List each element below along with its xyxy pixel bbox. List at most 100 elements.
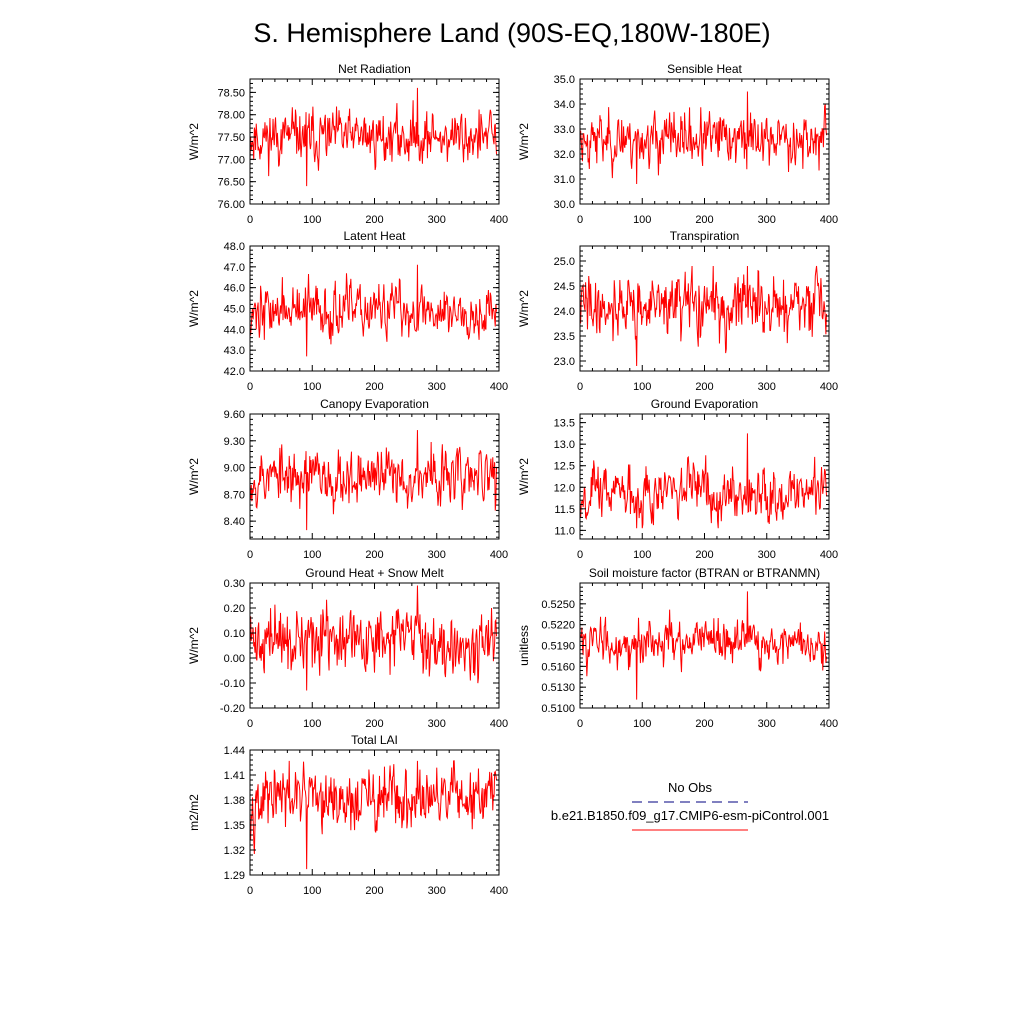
x-tick-label: 400 (820, 214, 838, 226)
figure-title: S. Hemisphere Land (90S-EQ,180W-180E) (253, 18, 770, 48)
x-tick-label: 300 (428, 549, 446, 561)
y-tick-label: 0.30 (224, 578, 245, 590)
y-tick-label: 1.29 (224, 870, 245, 882)
panel-title: Transpiration (670, 229, 740, 243)
x-tick-label: 200 (695, 381, 713, 393)
series-line (249, 87, 498, 187)
y-tick-label: 0.5220 (541, 620, 575, 632)
y-tick-label: 78.50 (217, 87, 245, 99)
y-tick-label: 0.20 (224, 603, 245, 615)
y-axis-label: m2/m2 (187, 794, 201, 831)
panel-title: Soil moisture factor (BTRAN or BTRANMN) (589, 566, 820, 580)
y-tick-label: 1.35 (224, 820, 245, 832)
plot-frame (249, 78, 500, 205)
panel-title: Sensible Heat (667, 62, 742, 76)
y-axis-label: W/m^2 (517, 458, 531, 495)
y-tick-label: 42.0 (224, 366, 245, 378)
x-tick-label: 200 (365, 549, 383, 561)
panel-title: Latent Heat (343, 229, 406, 243)
y-tick-label: 30.0 (554, 199, 575, 211)
y-tick-label: 78.00 (217, 110, 245, 122)
y-tick-label: 46.0 (224, 283, 245, 295)
y-tick-label: 0.5190 (541, 641, 575, 653)
chart-panel-5: 0 100 200 300 400 8.40 8.70 9.00 9.30 9.60 Canopy … (187, 397, 508, 561)
chart-panel-6: 0 100 200 300 400 11.0 11.5 12.0 12.5 13.0 13.5 Gro… (517, 397, 838, 561)
y-axis-label: W/m^2 (517, 123, 531, 160)
y-axis-label: W/m^2 (517, 290, 531, 327)
y-tick-label: 23.5 (554, 331, 575, 343)
x-tick-label: 100 (303, 549, 321, 561)
y-tick-label: 45.0 (224, 304, 245, 316)
x-tick-label: 300 (428, 718, 446, 730)
y-tick-label: 0.5160 (541, 661, 575, 673)
series-line (579, 591, 828, 700)
legend-obs-label: No Obs (668, 780, 713, 795)
series-line (579, 433, 828, 529)
panel-title: Total LAI (351, 733, 398, 747)
series-line (249, 760, 498, 870)
series-line (249, 264, 498, 357)
y-tick-label: 1.38 (224, 795, 245, 807)
y-tick-label: 1.41 (224, 770, 245, 782)
x-tick-label: 100 (303, 381, 321, 393)
y-tick-label: 12.5 (554, 461, 575, 473)
chart-panel-8: 0 100 200 300 400 0.5100 0.5130 0.5160 0.5190 0.5… (517, 566, 838, 730)
y-tick-label: 0.5250 (541, 599, 575, 611)
y-tick-label: 11.0 (554, 525, 575, 537)
y-tick-label: 9.30 (224, 436, 245, 448)
x-tick-label: 100 (633, 549, 651, 561)
x-tick-label: 200 (695, 718, 713, 730)
y-tick-label: 1.44 (224, 745, 245, 757)
x-tick-label: 0 (577, 214, 583, 226)
series-line (249, 585, 498, 691)
x-tick-label: 300 (758, 549, 776, 561)
chart-panel-2: 0 100 200 300 400 30.0 31.0 32.0 33.0 34.0 35.0 Sen… (517, 62, 838, 226)
y-tick-label: 77.00 (217, 154, 245, 166)
y-axis-label: W/m^2 (187, 123, 201, 160)
y-tick-label: 8.70 (224, 489, 245, 501)
x-tick-label: 400 (820, 718, 838, 730)
y-tick-label: 8.40 (224, 516, 245, 528)
x-tick-label: 0 (577, 718, 583, 730)
x-tick-label: 300 (758, 214, 776, 226)
y-tick-label: 1.32 (224, 845, 245, 857)
y-tick-label: 33.0 (554, 124, 575, 136)
chart-panel-7: 0 100 200 300 400 -0.20 -0.10 0.00 0.10 0.20 0.30 G… (187, 566, 508, 730)
y-tick-label: 0.5130 (541, 682, 575, 694)
y-tick-label: 48.0 (224, 241, 245, 253)
x-tick-label: 100 (303, 885, 321, 897)
y-tick-label: 35.0 (554, 74, 575, 86)
series-line (249, 430, 498, 531)
chart-panel-9: 0 100 200 300 400 1.29 1.32 1.35 1.38 1.41 1.44 Tot… (187, 733, 508, 897)
x-tick-label: 300 (758, 381, 776, 393)
x-tick-label: 300 (428, 381, 446, 393)
x-tick-label: 200 (365, 214, 383, 226)
x-tick-label: 400 (820, 549, 838, 561)
x-tick-label: 200 (365, 885, 383, 897)
x-tick-label: 0 (247, 549, 253, 561)
legend-model-label: b.e21.B1850.f09_g17.CMIP6-esm-piControl.… (551, 808, 829, 823)
y-tick-label: 76.50 (217, 177, 245, 189)
x-tick-label: 400 (820, 381, 838, 393)
x-tick-label: 400 (490, 381, 508, 393)
y-tick-label: 77.50 (217, 132, 245, 144)
x-tick-label: 200 (365, 718, 383, 730)
chart-panel-3: 0 100 200 300 400 42.0 43.0 44.0 45.0 46.0 47.0 48.… (187, 229, 508, 393)
panel-title: Ground Heat + Snow Melt (305, 566, 444, 580)
y-tick-label: 9.60 (224, 409, 245, 421)
y-tick-label: 23.0 (554, 356, 575, 368)
y-tick-label: 13.5 (554, 418, 575, 430)
panel-title: Ground Evaporation (651, 397, 758, 411)
y-tick-label: 0.5100 (541, 703, 575, 715)
panels: 0 100 200 300 400 76.00 76.50 77.00 77.50 78.00 78… (187, 62, 838, 897)
x-tick-label: 400 (490, 718, 508, 730)
y-tick-label: 12.0 (554, 482, 575, 494)
y-tick-label: 24.5 (554, 281, 575, 293)
x-tick-label: 300 (428, 885, 446, 897)
x-tick-label: 0 (247, 885, 253, 897)
x-tick-label: 200 (695, 549, 713, 561)
x-tick-label: 300 (758, 718, 776, 730)
y-tick-label: 44.0 (224, 324, 245, 336)
chart-panel-4: 0 100 200 300 400 23.0 23.5 24.0 24.5 25.0 Transpi… (517, 229, 838, 393)
